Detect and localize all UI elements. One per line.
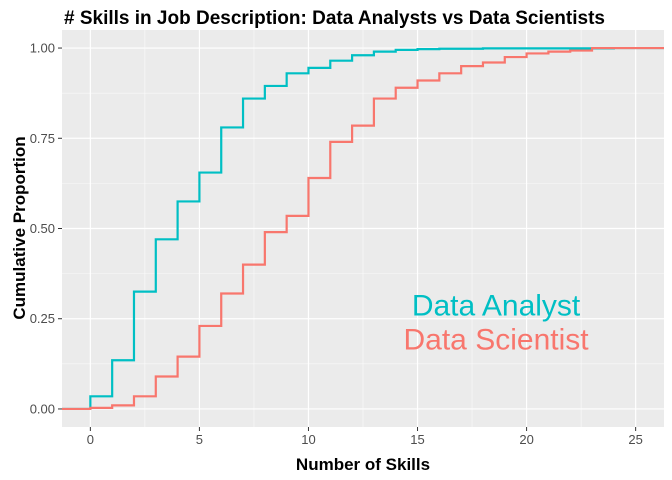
y-tick-label: 0.25 [30, 311, 55, 326]
series-label-data-scientist: Data Scientist [404, 324, 590, 357]
x-axis-title: Number of Skills [296, 455, 430, 474]
y-axis-title: Cumulative Proportion [10, 136, 29, 319]
y-tick-label: 0.00 [30, 401, 55, 416]
x-tick-label: 5 [196, 432, 203, 447]
y-tick-label: 0.50 [30, 221, 55, 236]
chart-title: # Skills in Job Description: Data Analys… [64, 8, 605, 29]
y-tick-label: 1.00 [30, 41, 55, 56]
x-tick-label: 20 [519, 432, 533, 447]
series-label-data-analyst: Data Analyst [412, 289, 581, 322]
series-line-data-analyst [62, 46, 664, 411]
axis-ticks: 0 5 10 15 20 25 0.00 0.25 0.50 0.75 1.00 [30, 41, 643, 447]
x-tick-label: 15 [410, 432, 424, 447]
series-layer [62, 46, 664, 411]
x-tick-label: 0 [87, 432, 94, 447]
y-tick-label: 0.75 [30, 131, 55, 146]
x-tick-label: 25 [628, 432, 642, 447]
x-tick-label: 10 [301, 432, 315, 447]
series-line-data-scientist [62, 46, 664, 411]
